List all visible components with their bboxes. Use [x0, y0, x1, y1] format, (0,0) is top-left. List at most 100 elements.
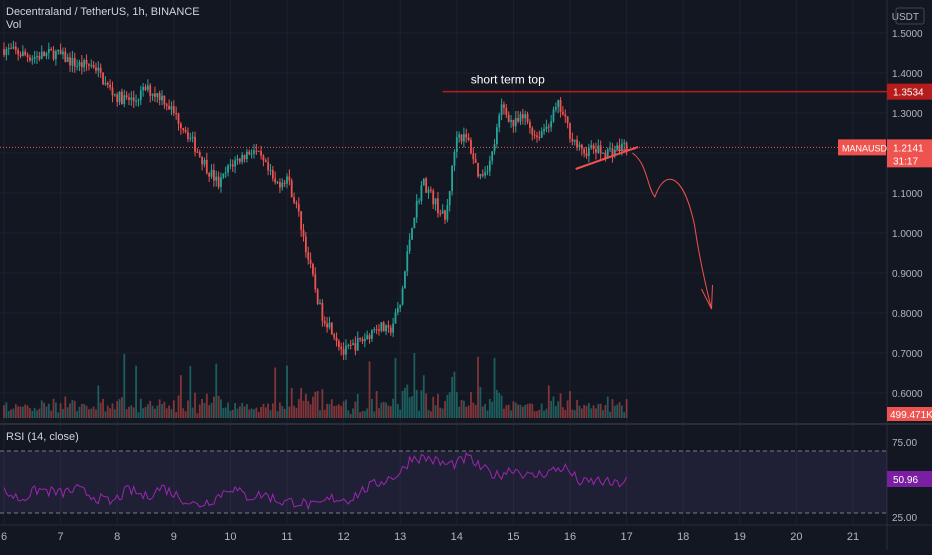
volume-bar — [512, 401, 515, 418]
candle-body — [271, 170, 274, 179]
volume-bar — [592, 405, 595, 418]
volume-bar — [288, 406, 291, 418]
candle-body — [154, 93, 156, 97]
candle-body — [17, 50, 20, 55]
candle-body — [396, 307, 399, 313]
candle-body — [526, 114, 529, 123]
candle-body — [158, 93, 161, 101]
candle-body — [375, 329, 378, 331]
candle-body — [613, 149, 616, 156]
candle-body — [472, 153, 475, 160]
candle-body — [399, 304, 402, 308]
candle-body — [38, 56, 41, 59]
candle-body — [345, 345, 347, 355]
candle-body — [40, 51, 43, 59]
volume-bar — [121, 397, 123, 418]
candle-body — [59, 50, 62, 55]
candle-body — [519, 114, 522, 122]
volume-bar — [43, 402, 45, 418]
candle-body — [3, 49, 5, 55]
candle-body — [328, 322, 331, 328]
volume-bar — [279, 402, 281, 418]
candle-body — [10, 48, 12, 50]
currency-box — [895, 7, 925, 25]
candle-body — [45, 52, 48, 57]
candle-body — [85, 59, 88, 65]
candle-body — [250, 153, 253, 155]
candle-body — [585, 153, 588, 157]
volume-bar — [500, 395, 503, 418]
volume-bar — [104, 411, 107, 418]
volume-bar — [458, 406, 461, 418]
volume-bar — [444, 401, 446, 418]
volume-bar — [71, 400, 74, 418]
candle-body — [559, 100, 562, 112]
candle-body — [165, 104, 168, 106]
candle-body — [314, 274, 317, 290]
candle-body — [352, 343, 354, 346]
volume-bar — [521, 406, 524, 418]
candle-body — [319, 303, 321, 305]
volume-bar — [451, 376, 453, 418]
time-tick-label: 18 — [677, 531, 689, 543]
volume-bar — [448, 392, 451, 418]
candle-body — [109, 84, 112, 88]
volume-bar — [479, 387, 482, 418]
volume-bar — [203, 403, 206, 418]
volume-bar — [123, 353, 126, 418]
time-tick-label: 9 — [171, 531, 177, 543]
candle-body — [462, 134, 465, 142]
candle-body — [54, 51, 57, 60]
time-tick-label: 7 — [58, 531, 64, 543]
candle-body — [177, 113, 180, 124]
volume-bar — [564, 410, 567, 418]
candle-body — [102, 72, 104, 85]
volume-bar — [557, 401, 560, 418]
volume-bar — [198, 404, 201, 418]
candle-body — [76, 65, 79, 67]
volume-bar — [269, 410, 272, 418]
candle-body — [326, 323, 328, 328]
volume-bar — [187, 400, 189, 418]
rsi-value-label: 50.96 — [893, 475, 918, 486]
volume-bar — [503, 408, 505, 418]
volume-bar — [389, 406, 392, 418]
volume-bar — [562, 407, 564, 418]
volume-tag — [887, 407, 932, 421]
volume-bar — [380, 402, 383, 418]
annotation-short-term-top: short term top — [471, 73, 545, 87]
volume-bar — [106, 405, 109, 418]
drawings[interactable]: short term top — [0, 73, 887, 310]
candle-body — [246, 151, 248, 160]
candle-body — [203, 159, 206, 165]
axes: USDT1.50001.40001.30001.20001.10001.0000… — [1, 7, 932, 543]
volume-bar — [146, 404, 149, 418]
volume-bar — [210, 403, 213, 418]
volume-bar — [14, 404, 17, 418]
candle-body — [212, 170, 215, 181]
volume-bar — [538, 409, 541, 418]
candle-body — [595, 149, 597, 153]
volume-bar — [408, 397, 411, 418]
volume-bar — [484, 403, 486, 418]
resistance-price-tag — [887, 83, 932, 100]
volume-bar — [255, 407, 258, 418]
candle-body — [566, 116, 569, 124]
rsi-line — [3, 452, 628, 511]
volume-bar — [125, 409, 128, 418]
candle-body — [385, 325, 387, 332]
candle-body — [460, 134, 463, 142]
volume-bar — [149, 400, 152, 418]
candle-body — [432, 190, 435, 205]
volume-bar — [321, 389, 324, 418]
time-tick-label: 13 — [394, 531, 406, 543]
candle-body — [5, 49, 8, 55]
candle-body — [304, 236, 307, 253]
volume-bar — [208, 405, 211, 418]
candle-body — [297, 203, 300, 212]
volume-bar — [371, 398, 373, 418]
candle-body — [279, 182, 281, 188]
candle-body — [401, 288, 404, 305]
